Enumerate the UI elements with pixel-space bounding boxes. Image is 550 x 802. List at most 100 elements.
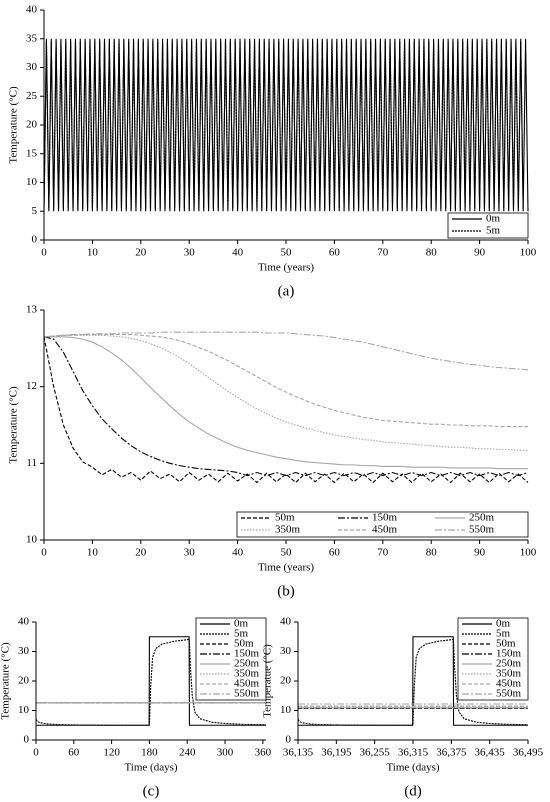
y-tick-label: 40 (26, 4, 38, 16)
y-tick-label: 13 (26, 304, 38, 316)
legend-label: 550m (234, 688, 260, 700)
legend-label: 250m (469, 512, 495, 524)
y-axis-label: Temperatue (°C) (262, 644, 274, 718)
legend-label: 0m (496, 618, 511, 630)
x-axis-label: Time (years) (258, 262, 314, 274)
x-tick-label: 120 (103, 747, 120, 759)
series-line (43, 334, 528, 451)
legend-label: 450m (496, 678, 522, 690)
legend-label: 350m (275, 524, 301, 536)
y-tick-label: 30 (280, 645, 292, 657)
legend-label: 50m (234, 638, 254, 650)
x-tick-label: 0 (33, 747, 39, 759)
y-tick-label: 40 (18, 616, 30, 628)
x-tick-label: 50 (281, 547, 293, 559)
y-tick-label: 20 (26, 119, 38, 131)
panel: 0 10 20 30 40 0 60 120 180 240 300 360 Time (days) Te… (0, 616, 272, 800)
y-tick-label: 10 (26, 534, 38, 546)
legend-label: 250m (234, 658, 260, 670)
x-tick-label: 0 (41, 247, 47, 259)
x-tick-label: 60 (329, 247, 341, 259)
series-line (43, 41, 524, 209)
y-tick-label: 11 (26, 457, 37, 469)
x-tick-label: 40 (232, 247, 244, 259)
x-tick-label: 80 (426, 547, 438, 559)
legend-label: 150m (496, 648, 522, 660)
series-line (298, 636, 528, 726)
legend-label: 150m (234, 648, 260, 660)
x-tick-label: 60 (68, 747, 80, 759)
x-tick-label: 36,495 (513, 747, 544, 759)
caption: (d) (404, 783, 422, 799)
x-axis-label: Time (days) (124, 762, 177, 774)
series-line (44, 336, 528, 470)
x-tick-label: 60 (329, 547, 341, 559)
x-tick-label: 100 (520, 547, 537, 559)
y-tick-label: 40 (280, 616, 292, 628)
legend-label: 350m (496, 668, 522, 680)
series-line (297, 638, 529, 726)
legend-label: 350m (234, 668, 260, 680)
y-axis-label: Temperature (°C) (8, 386, 20, 464)
x-tick-label: 36,135 (283, 747, 314, 759)
x-tick-label: 90 (474, 247, 486, 259)
legend-label: 0m (486, 213, 501, 225)
caption: (c) (143, 783, 160, 799)
x-axis-label: Time (days) (386, 762, 439, 774)
y-tick-label: 15 (26, 147, 38, 159)
legend-label: 0m (234, 618, 249, 630)
x-tick-label: 50 (281, 247, 293, 259)
x-tick-label: 10 (87, 547, 99, 559)
y-axis-label: Temperature (°C) (8, 86, 20, 164)
series-line (43, 331, 529, 371)
x-tick-label: 240 (179, 747, 196, 759)
series-line (43, 336, 529, 477)
x-tick-label: 10 (87, 247, 99, 259)
series-line (36, 636, 266, 726)
y-tick-label: 20 (18, 675, 30, 687)
legend-label: 5m (496, 628, 511, 640)
x-tick-label: 80 (426, 247, 438, 259)
x-tick-label: 20 (135, 547, 147, 559)
y-tick-label: 30 (18, 645, 30, 657)
y-axis-label: Temperature (°C) (0, 642, 12, 720)
y-tick-label: 35 (26, 32, 38, 44)
legend: 50m 150m 250m 350m 450m 550m (236, 511, 529, 538)
y-tick-label: 0 (32, 234, 38, 246)
x-tick-label: 0 (41, 547, 47, 559)
legend-label: 550m (469, 524, 495, 536)
x-tick-label: 36,255 (360, 747, 391, 759)
legend-box (447, 212, 529, 239)
x-tick-label: 300 (217, 747, 234, 759)
series-line (35, 638, 267, 726)
x-tick-label: 30 (184, 247, 196, 259)
series-line (43, 336, 529, 484)
x-tick-label: 100 (520, 247, 537, 259)
y-tick-label: 5 (32, 205, 38, 217)
caption: (b) (277, 583, 295, 599)
x-tick-label: 20 (135, 247, 147, 259)
legend-box (195, 617, 267, 701)
x-tick-label: 90 (474, 547, 486, 559)
y-tick-label: 10 (18, 704, 30, 716)
y-tick-label: 20 (280, 675, 292, 687)
legend-label: 450m (372, 524, 398, 536)
caption: (a) (278, 283, 295, 299)
legend-label: 50m (275, 512, 295, 524)
legend-box (236, 511, 529, 538)
x-tick-label: 36,375 (436, 747, 467, 759)
legend-label: 150m (372, 512, 398, 524)
x-tick-label: 30 (184, 547, 196, 559)
y-tick-label: 25 (26, 90, 38, 102)
legend-box (457, 617, 529, 701)
y-tick-label: 10 (280, 704, 292, 716)
x-axis-label: Time (years) (258, 562, 314, 574)
y-tick-label: 0 (24, 734, 30, 746)
legend-label: 250m (496, 658, 522, 670)
